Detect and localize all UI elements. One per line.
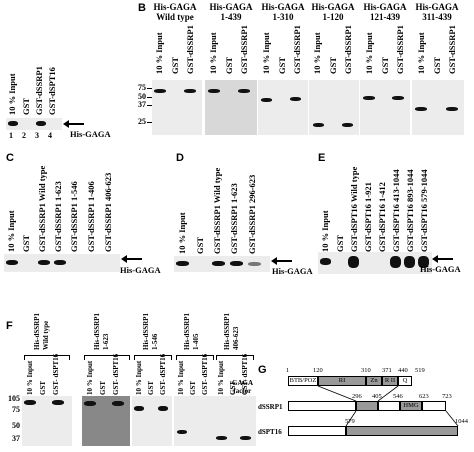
mw-marker: 105 <box>8 394 20 403</box>
mw-tick <box>147 122 153 123</box>
gel-blot <box>82 396 130 446</box>
mw-tick <box>147 105 153 106</box>
gel-blot <box>4 254 120 272</box>
band <box>8 121 18 126</box>
gel-blot <box>360 80 410 135</box>
arrow-label: His-GAGA <box>120 265 161 275</box>
position-label: 723 <box>442 393 452 400</box>
his-gaga-arrow <box>63 118 84 129</box>
mw-marker: 37 <box>12 434 20 443</box>
lane-number: 1 <box>9 131 13 140</box>
group-header: His-GAGA 1-310 <box>261 2 305 22</box>
gel-blot <box>258 80 308 135</box>
position-label: 1044 <box>455 418 468 425</box>
domain-hmg: HMG <box>400 401 422 411</box>
protein-name: GAGA factor <box>232 379 253 395</box>
dspt16-nterm <box>288 426 346 436</box>
arrow-label: His-GAGA <box>420 264 461 274</box>
panel-label-f: F <box>6 320 13 332</box>
group-bracket <box>216 355 254 360</box>
his-gaga-arrow <box>432 253 453 264</box>
domain-btb: BTB/POZ <box>288 376 318 386</box>
his-gaga-arrow <box>121 253 142 264</box>
panel-label-d: D <box>176 152 184 164</box>
mw-marker: 75 <box>138 83 146 92</box>
gel-blot <box>174 256 270 272</box>
group-header: His-GAGA 121-439 <box>363 2 407 22</box>
domain-ri: RI <box>318 376 366 386</box>
position-label: 623 <box>419 393 429 400</box>
mw-marker: 75 <box>12 405 20 414</box>
arrow-label: His-GAGA <box>70 129 111 139</box>
lane-number: 4 <box>48 131 52 140</box>
position-label: 546 <box>393 393 403 400</box>
panel-label-e: E <box>318 152 326 164</box>
group-bracket <box>84 355 130 360</box>
domain-zn: Zn <box>366 376 382 386</box>
panel-label-g: G <box>258 364 267 376</box>
gel-blot <box>205 80 257 135</box>
gel-blot <box>412 80 464 135</box>
group-bracket <box>134 355 172 360</box>
mw-marker: 25 <box>138 117 146 126</box>
gel-blot <box>214 396 256 446</box>
group-bracket <box>24 355 70 360</box>
dssrp1-binding-region <box>356 401 378 411</box>
his-gaga-arrow <box>271 255 292 266</box>
band <box>36 121 46 126</box>
dssrp1-nterm <box>288 401 356 411</box>
gel-blot <box>132 396 172 446</box>
position-label: 440 <box>398 367 408 374</box>
gel-blot <box>152 80 202 135</box>
gel-blot <box>22 396 72 446</box>
gel-blot <box>174 396 214 446</box>
arrow-label: His-GAGA <box>272 266 313 276</box>
lane-number: 3 <box>35 131 39 140</box>
protein-name: dSPT16 <box>258 428 282 436</box>
gel-blot <box>318 252 432 274</box>
group-header: His-GAGA 311-439 <box>415 2 459 22</box>
dssrp1-cterm <box>422 401 446 411</box>
position-label: 371 <box>382 367 392 374</box>
position-label: 579 <box>345 418 355 425</box>
domain-q: Q <box>398 376 412 386</box>
gel-blot <box>309 80 359 135</box>
group-bracket <box>176 355 214 360</box>
gel-blot <box>6 118 62 130</box>
mw-tick <box>147 97 153 98</box>
position-label: 296 <box>352 393 362 400</box>
position-label: 1 <box>286 367 290 374</box>
panel-label-b: B <box>138 2 146 14</box>
lane-number: 2 <box>22 131 26 140</box>
group-header: His-GAGA Wild type <box>153 2 197 22</box>
group-header: His-GAGA 1-120 <box>311 2 355 22</box>
mw-tick <box>147 88 153 89</box>
dssrp1-mid <box>378 401 400 411</box>
mw-marker: 50 <box>138 92 146 101</box>
dspt16-binding-region <box>346 426 458 436</box>
position-label: 519 <box>415 367 425 374</box>
protein-name: dSSRP1 <box>258 403 283 411</box>
position-label: 120 <box>313 367 323 374</box>
position-label: 405 <box>372 393 382 400</box>
panel-label-c: C <box>6 152 14 164</box>
mw-marker: 50 <box>12 421 20 430</box>
position-label: 310 <box>361 367 371 374</box>
mw-marker: 37 <box>138 100 146 109</box>
group-header: His-GAGA 1-439 <box>209 2 253 22</box>
domain-rii: R II <box>382 376 398 386</box>
